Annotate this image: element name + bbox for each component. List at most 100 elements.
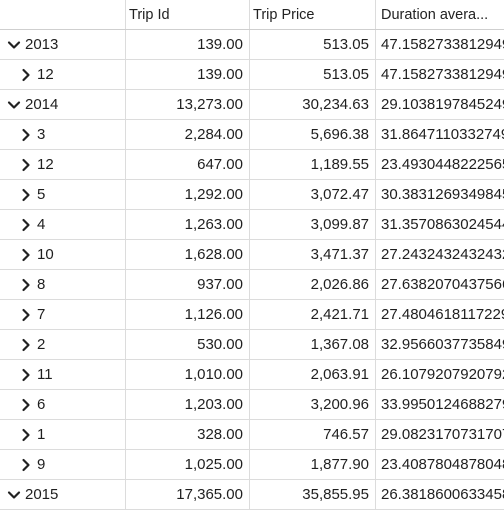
row-label-cell[interactable]: 2 bbox=[0, 330, 126, 359]
row-label-cell[interactable]: 9 bbox=[0, 450, 126, 479]
row-label: 11 bbox=[37, 366, 53, 383]
trip-id-cell: 1,292.00 bbox=[126, 180, 250, 209]
header-cell-row-labels[interactable] bbox=[0, 0, 126, 29]
duration-average-cell: 23.49304482225657 bbox=[381, 156, 504, 173]
chevron-right-icon[interactable] bbox=[18, 397, 34, 413]
row-label-cell[interactable]: 2013 bbox=[0, 30, 126, 59]
trip-id-cell: 1,203.00 bbox=[126, 390, 250, 419]
trip-id-cell: 1,628.00 bbox=[126, 240, 250, 269]
trip-price-cell: 2,063.91 bbox=[250, 360, 376, 389]
chevron-right-icon[interactable] bbox=[18, 247, 34, 263]
chevron-right-icon[interactable] bbox=[18, 367, 34, 383]
table-row[interactable]: 9 1,025.001,877.90 23.40878048780488 bbox=[0, 450, 504, 480]
trip-id-cell: 17,365.00 bbox=[126, 480, 250, 509]
trip-id-cell: 2,284.00 bbox=[126, 120, 250, 149]
trip-id-cell: 1,263.00 bbox=[126, 210, 250, 239]
table-body: 2013139.00513.0547.1582733812949612139.0… bbox=[0, 30, 504, 510]
duration-average-cell: 27.48046181172291 bbox=[381, 306, 504, 323]
table-row[interactable]: 2 530.001,367.08 32.95660377358491 bbox=[0, 330, 504, 360]
row-label-cell[interactable]: 7 bbox=[0, 300, 126, 329]
trip-price-cell: 1,367.08 bbox=[250, 330, 376, 359]
row-label: 7 bbox=[37, 306, 46, 323]
trip-id-cell: 1,126.00 bbox=[126, 300, 250, 329]
duration-average-cell: 23.40878048780488 bbox=[381, 456, 504, 473]
trip-price-cell: 1,189.55 bbox=[250, 150, 376, 179]
duration-average-cell: 26.10792079207921 bbox=[381, 366, 504, 383]
trip-price-cell: 3,099.87 bbox=[250, 210, 376, 239]
trip-price-cell: 746.57 bbox=[250, 420, 376, 449]
row-label-cell[interactable]: 12 bbox=[0, 150, 126, 179]
table-row[interactable]: 6 1,203.003,200.96 33.99501246882793 bbox=[0, 390, 504, 420]
table-row[interactable]: 10 1,628.003,471.37 27.24324324324324 bbox=[0, 240, 504, 270]
table-row[interactable]: 5 1,292.003,072.47 30.38312693498452 bbox=[0, 180, 504, 210]
header-cell-trip-price[interactable]: Trip Price bbox=[250, 0, 376, 29]
duration-average-cell: 31.86471103327496 bbox=[381, 126, 504, 143]
duration-average-cell: 27.63820704375667 bbox=[381, 276, 504, 293]
row-label-cell[interactable]: 3 bbox=[0, 120, 126, 149]
chevron-right-icon[interactable] bbox=[18, 127, 34, 143]
row-label-cell[interactable]: 5 bbox=[0, 180, 126, 209]
row-label: 9 bbox=[37, 456, 46, 473]
duration-average-cell: 29.10381978452497 bbox=[381, 96, 504, 113]
row-label-cell[interactable]: 11 bbox=[0, 360, 126, 389]
trip-price-cell: 1,877.90 bbox=[250, 450, 376, 479]
header-cell-duration-average[interactable]: Duration avera... bbox=[381, 6, 489, 23]
row-label: 8 bbox=[37, 276, 46, 293]
duration-average-cell: 26.38186006334581 bbox=[381, 486, 504, 503]
duration-average-cell: 31.35708630245449 bbox=[381, 216, 504, 233]
chevron-right-icon[interactable] bbox=[18, 337, 34, 353]
chevron-right-icon[interactable] bbox=[18, 427, 34, 443]
trip-price-cell: 5,696.38 bbox=[250, 120, 376, 149]
chevron-right-icon[interactable] bbox=[18, 217, 34, 233]
chevron-down-icon[interactable] bbox=[6, 97, 22, 113]
trip-id-cell: 328.00 bbox=[126, 420, 250, 449]
row-label-cell[interactable]: 2015 bbox=[0, 480, 126, 509]
chevron-right-icon[interactable] bbox=[18, 307, 34, 323]
table-row[interactable]: 7 1,126.00 2,421.71 27.48046181172291 bbox=[0, 300, 504, 330]
trip-id-cell: 647.00 bbox=[126, 150, 250, 179]
trip-id-cell: 1,025.00 bbox=[126, 450, 250, 479]
row-label-cell[interactable]: 8 bbox=[0, 270, 126, 299]
chevron-right-icon[interactable] bbox=[18, 457, 34, 473]
table-row[interactable]: 3 2,284.00 5,696.38 31.86471103327496 bbox=[0, 120, 504, 150]
row-label: 3 bbox=[37, 126, 46, 143]
row-label: 5 bbox=[37, 186, 46, 203]
trip-price-cell: 513.05 bbox=[250, 30, 376, 59]
duration-average-cell: 47.15827338129496 bbox=[381, 66, 504, 83]
table-row[interactable]: 11 1,010.002,063.91 26.10792079207921 bbox=[0, 360, 504, 390]
table-row[interactable]: 4 1,263.003,099.87 31.35708630245449 bbox=[0, 210, 504, 240]
row-label-cell[interactable]: 1 bbox=[0, 420, 126, 449]
trip-price-cell: 3,471.37 bbox=[250, 240, 376, 269]
chevron-down-icon[interactable] bbox=[6, 37, 22, 53]
trip-price-cell: 35,855.95 bbox=[250, 480, 376, 509]
row-label: 6 bbox=[37, 396, 46, 413]
trip-id-cell: 1,010.00 bbox=[126, 360, 250, 389]
duration-average-cell: 29.08231707317073 bbox=[381, 426, 504, 443]
row-label-cell[interactable]: 4 bbox=[0, 210, 126, 239]
trip-price-cell: 3,072.47 bbox=[250, 180, 376, 209]
chevron-down-icon[interactable] bbox=[6, 487, 22, 503]
row-label-cell[interactable]: 2014 bbox=[0, 90, 126, 119]
row-label-cell[interactable]: 6 bbox=[0, 390, 126, 419]
row-label-cell[interactable]: 12 bbox=[0, 60, 126, 89]
chevron-right-icon[interactable] bbox=[18, 157, 34, 173]
row-label: 12 bbox=[37, 156, 54, 173]
row-label: 2013 bbox=[25, 36, 59, 53]
chevron-right-icon[interactable] bbox=[18, 277, 34, 293]
header-cell-trip-id[interactable]: Trip Id bbox=[126, 0, 250, 29]
trip-id-cell: 937.00 bbox=[126, 270, 250, 299]
table-row[interactable]: 12 647.001,189.55 23.49304482225657 bbox=[0, 150, 504, 180]
row-label: 1 bbox=[37, 426, 46, 443]
chevron-right-icon[interactable] bbox=[18, 187, 34, 203]
row-label: 2015 bbox=[25, 486, 59, 503]
trip-price-cell: 513.05 bbox=[250, 60, 376, 89]
chevron-right-icon[interactable] bbox=[18, 67, 34, 83]
table-row[interactable]: 8 937.002,026.86 27.63820704375667 bbox=[0, 270, 504, 300]
row-label-cell[interactable]: 10 bbox=[0, 240, 126, 269]
trip-id-cell: 139.00 bbox=[126, 30, 250, 59]
